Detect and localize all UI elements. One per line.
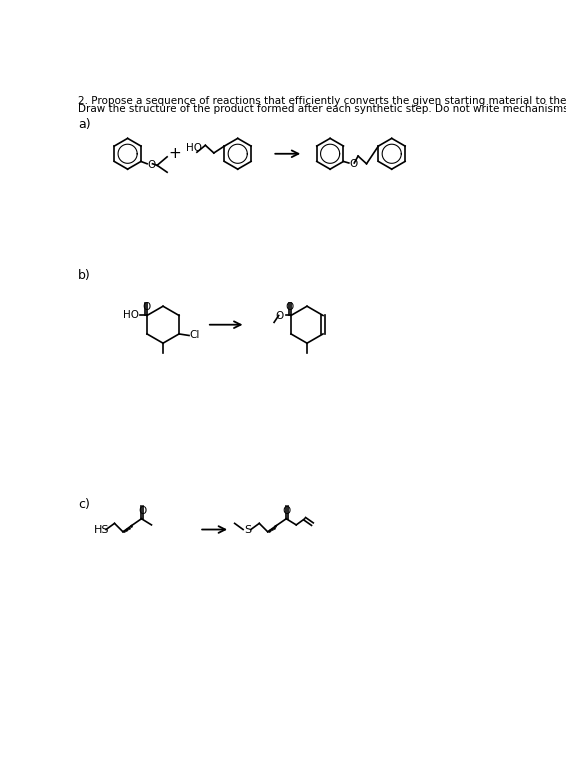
Text: Cl: Cl <box>190 330 200 340</box>
Text: O: O <box>350 159 358 169</box>
Text: O: O <box>285 303 294 313</box>
Text: HO: HO <box>123 310 139 320</box>
Text: O: O <box>276 311 284 321</box>
Text: HO: HO <box>186 144 202 154</box>
Text: b): b) <box>78 270 91 283</box>
Text: O: O <box>148 160 156 170</box>
Text: a): a) <box>78 118 91 131</box>
Text: O: O <box>138 505 147 515</box>
Text: Draw the structure of the product formed after each synthetic step. Do not write: Draw the structure of the product formed… <box>78 104 566 114</box>
Text: HS: HS <box>94 525 109 535</box>
Text: c): c) <box>78 498 90 511</box>
Text: S: S <box>244 525 251 535</box>
Text: O: O <box>142 303 151 313</box>
Text: 2. Propose a sequence of reactions that efficiently converts the given starting : 2. Propose a sequence of reactions that … <box>78 96 566 106</box>
Text: O: O <box>283 505 291 515</box>
Text: +: + <box>168 146 181 161</box>
